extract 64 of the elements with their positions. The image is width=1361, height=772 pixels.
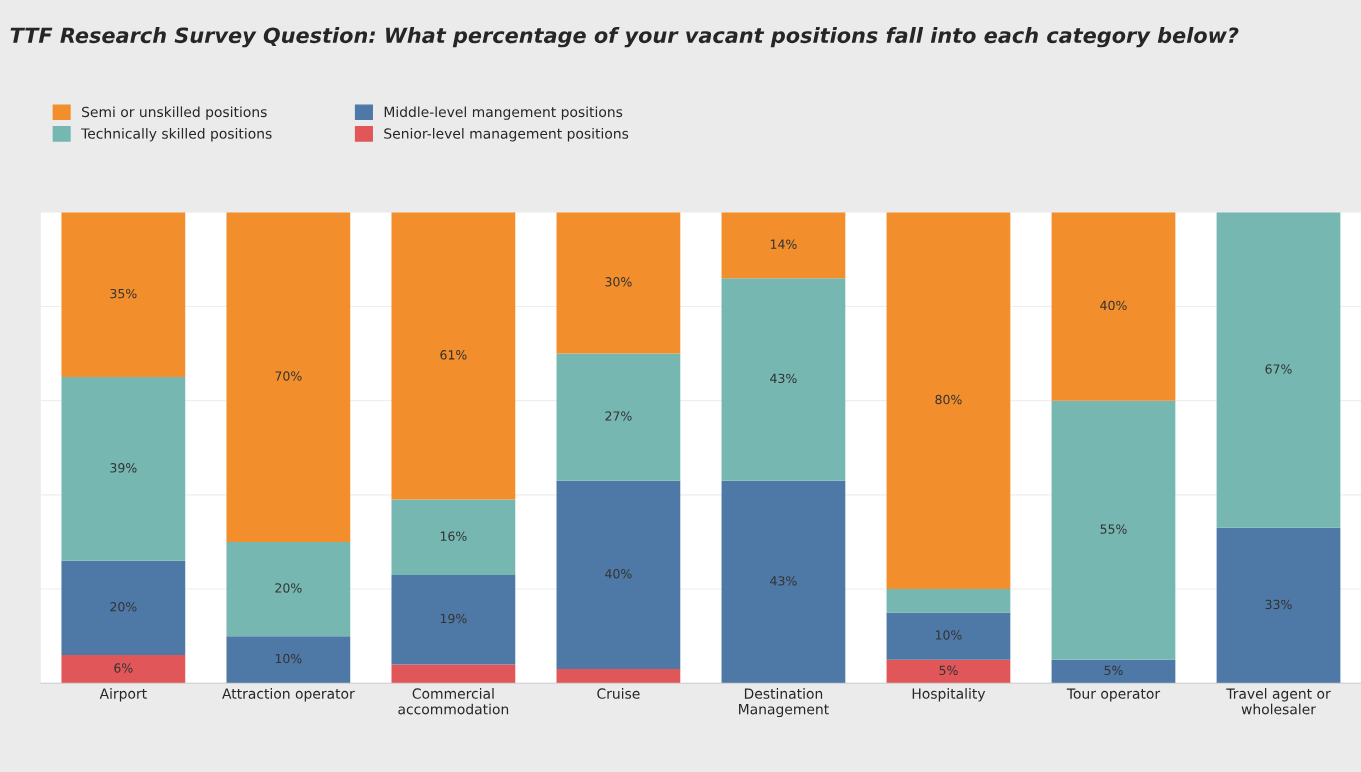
- data-label: 43%: [770, 576, 797, 586]
- bar: [886, 659, 1011, 684]
- bar: [1216, 527, 1341, 684]
- legend-label: Technically skilled positions: [81, 128, 272, 142]
- bar: [61, 560, 186, 655]
- data-label: 55%: [1100, 524, 1127, 534]
- bar: [391, 212, 516, 500]
- bar: [226, 636, 351, 684]
- bar: [886, 589, 1011, 613]
- data-label: 27%: [605, 411, 632, 421]
- data-label: 40%: [605, 569, 632, 579]
- bar: [1051, 659, 1176, 684]
- data-label: 10%: [935, 630, 962, 640]
- bar: [61, 212, 186, 378]
- bar: [1216, 212, 1341, 528]
- bar: [1051, 212, 1176, 401]
- bar: [1051, 400, 1176, 660]
- data-label: 33%: [1265, 599, 1292, 610]
- data-label: 61%: [440, 350, 467, 360]
- data-label: 6%: [114, 663, 133, 673]
- data-label: 39%: [110, 463, 137, 473]
- x-tick-label: Tour operator: [1066, 688, 1161, 702]
- x-tick-label: Travel agent or wholesaler: [1226, 688, 1331, 715]
- bar: [391, 664, 516, 684]
- data-label: 30%: [605, 277, 632, 287]
- bar: [721, 212, 846, 279]
- bar: [226, 212, 351, 542]
- data-label: 80%: [935, 394, 962, 405]
- x-tick-label: Hospitality: [912, 688, 986, 702]
- chart-title: TTF Research Survey Question: What percentage of your vacant positions fall into each category below?: [10, 27, 1239, 48]
- data-label: 14%: [770, 239, 797, 249]
- data-label: 70%: [275, 371, 302, 381]
- bar: [226, 541, 351, 637]
- bar: [556, 353, 681, 481]
- legend-label: Senior-level management positions: [384, 128, 629, 142]
- x-tick-label: Attraction operator: [222, 688, 355, 702]
- data-label: 19%: [440, 613, 467, 624]
- data-label: 67%: [1265, 364, 1292, 374]
- legend-label: Semi or unskilled positions: [82, 106, 267, 120]
- bar: [61, 654, 186, 684]
- bar: [886, 612, 1011, 660]
- data-label: 16%: [440, 531, 467, 541]
- x-tick-label: Cruise: [597, 688, 640, 699]
- x-tick-label: Destination Management: [739, 688, 829, 718]
- x-tick-label: Commercial accommodation: [398, 688, 509, 715]
- bar: [721, 278, 846, 481]
- bar: [556, 480, 681, 670]
- x-tick-label: Airport: [99, 688, 147, 702]
- data-label: 43%: [770, 373, 797, 384]
- bar: [556, 212, 681, 354]
- bar: [556, 669, 681, 684]
- legend-label: Middle-level mangement positions: [384, 106, 623, 120]
- bar: [721, 480, 846, 684]
- bar: [391, 499, 516, 575]
- data-label: 40%: [1100, 300, 1127, 311]
- bar: [391, 574, 516, 665]
- data-label: 20%: [275, 583, 302, 593]
- data-label: 20%: [110, 602, 137, 612]
- data-label: 10%: [275, 653, 302, 664]
- data-label: 35%: [110, 288, 137, 299]
- bar: [886, 212, 1011, 590]
- data-label: 5%: [939, 665, 958, 676]
- bar: [61, 377, 186, 561]
- data-label: 5%: [1104, 665, 1123, 676]
